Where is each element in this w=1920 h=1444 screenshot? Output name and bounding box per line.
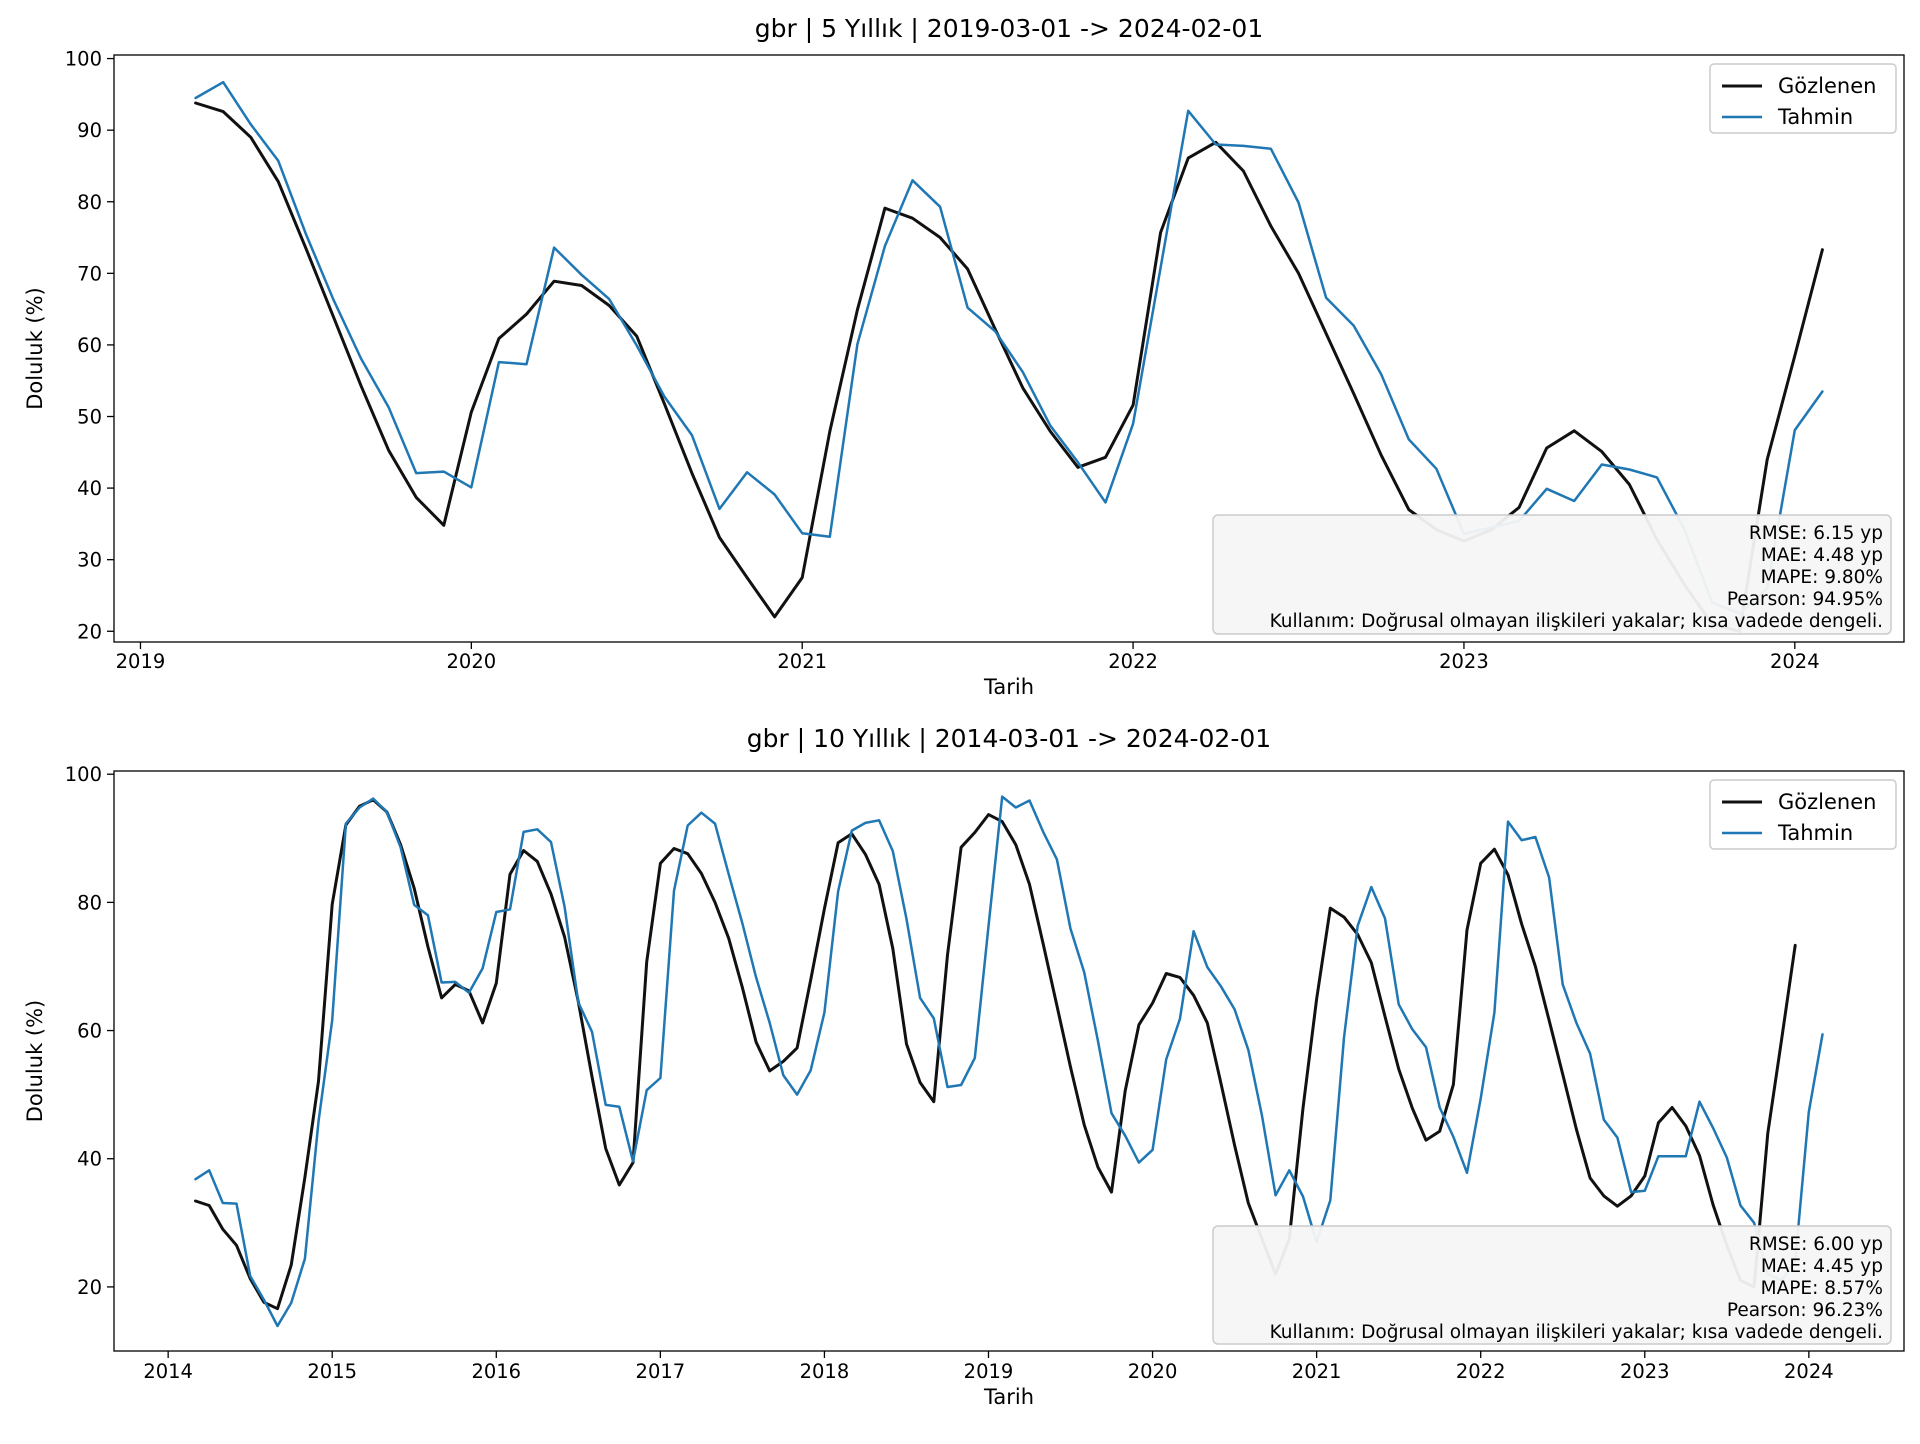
y-tick-label: 100 (65, 763, 102, 786)
x-tick-label: 2019 (116, 650, 166, 673)
x-tick-label: 2017 (636, 1360, 686, 1383)
usage-note: Kullanım: Doğrusal olmayan ilişkileri ya… (1270, 1322, 1883, 1343)
pearson-value: Pearson: 94.95% (1727, 589, 1883, 610)
legend-label: Gözlenen (1778, 790, 1876, 814)
x-tick-label: 2015 (307, 1360, 357, 1383)
chart-title: gbr | 5 Yıllık | 2019-03-01 -> 2024-02-0… (755, 14, 1263, 43)
y-tick-label: 40 (77, 1148, 102, 1171)
rmse-value: RMSE: 6.15 yp (1749, 523, 1883, 544)
legend-label: Tahmin (1777, 105, 1853, 129)
x-tick-label: 2022 (1108, 650, 1158, 673)
legend-label: Tahmin (1777, 821, 1853, 845)
mae-value: MAE: 4.45 yp (1761, 1256, 1883, 1277)
mae-value: MAE: 4.48 yp (1761, 545, 1883, 566)
y-axis-label: Doluluk (%) (23, 1000, 47, 1122)
x-tick-label: 2020 (447, 650, 497, 673)
chart-panel-2: gbr | 10 Yıllık | 2014-03-01 -> 2024-02-… (23, 724, 1904, 1409)
x-axis-label: Tarih (983, 675, 1034, 699)
x-tick-label: 2024 (1784, 1360, 1834, 1383)
mape-value: MAPE: 9.80% (1761, 567, 1883, 588)
y-tick-label: 50 (77, 406, 102, 429)
y-axis-label: Doluluk (%) (23, 287, 47, 409)
x-tick-label: 2023 (1439, 650, 1489, 673)
x-tick-label: 2022 (1456, 1360, 1506, 1383)
y-tick-label: 60 (77, 334, 102, 357)
x-axis-label: Tarih (983, 1385, 1034, 1409)
y-tick-label: 80 (77, 891, 102, 914)
pearson-value: Pearson: 96.23% (1727, 1300, 1883, 1321)
y-tick-label: 100 (65, 48, 102, 71)
y-tick-label: 90 (77, 119, 102, 142)
x-tick-label: 2019 (964, 1360, 1014, 1383)
x-tick-label: 2020 (1128, 1360, 1178, 1383)
chart-title: gbr | 10 Yıllık | 2014-03-01 -> 2024-02-… (747, 724, 1271, 753)
mape-value: MAPE: 8.57% (1761, 1278, 1883, 1299)
x-tick-label: 2021 (777, 650, 827, 673)
legend: Gözlenen Tahmin (1710, 780, 1896, 849)
legend-label: Gözlenen (1778, 74, 1876, 98)
usage-note: Kullanım: Doğrusal olmayan ilişkileri ya… (1270, 611, 1883, 632)
x-tick-label: 2014 (143, 1360, 193, 1383)
chart-panel-1: gbr | 5 Yıllık | 2019-03-01 -> 2024-02-0… (23, 14, 1904, 699)
y-tick-label: 40 (77, 477, 102, 500)
legend: Gözlenen Tahmin (1710, 64, 1896, 133)
x-tick-label: 2016 (471, 1360, 521, 1383)
x-tick-label: 2023 (1620, 1360, 1670, 1383)
rmse-value: RMSE: 6.00 yp (1749, 1234, 1883, 1255)
y-tick-label: 60 (77, 1020, 102, 1043)
x-tick-label: 2024 (1770, 650, 1820, 673)
y-tick-label: 80 (77, 191, 102, 214)
y-tick-label: 20 (77, 620, 102, 643)
y-tick-label: 20 (77, 1276, 102, 1299)
y-tick-label: 30 (77, 549, 102, 572)
x-tick-label: 2021 (1292, 1360, 1342, 1383)
y-tick-label: 70 (77, 262, 102, 285)
x-tick-label: 2018 (800, 1360, 850, 1383)
